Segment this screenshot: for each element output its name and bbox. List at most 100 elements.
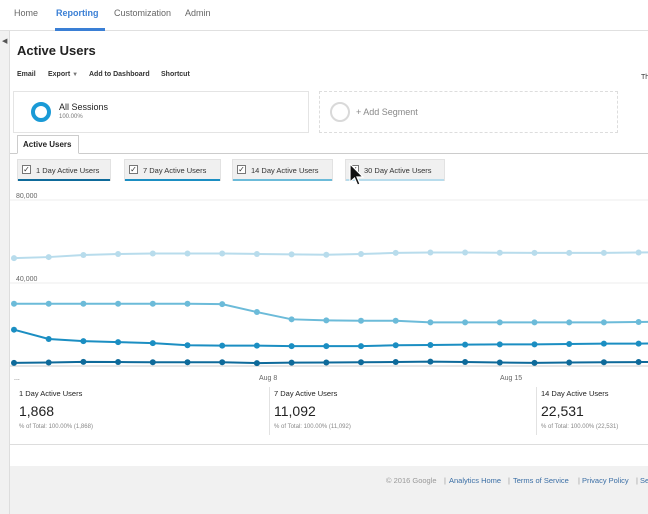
footer-link-analytics-home[interactable]: Analytics Home [449,476,502,485]
report-area: Active Users Email Export ▼ Add to Dashb… [10,31,648,514]
data-point[interactable] [45,300,52,307]
data-point[interactable] [219,359,226,366]
data-point[interactable] [392,342,399,349]
metric-toggle-7day[interactable]: ✓ 7 Day Active Users [124,159,221,181]
add-segment-box[interactable]: + Add Segment [319,91,618,133]
metric-toggle-1day[interactable]: ✓ 1 Day Active Users [17,159,111,181]
data-point[interactable] [253,342,260,349]
tab-customization[interactable]: Customization [114,8,172,18]
data-point[interactable] [288,316,295,323]
tab-admin[interactable]: Admin [185,8,211,18]
data-point[interactable] [253,360,260,367]
footer-link-privacy[interactable]: Privacy Policy [582,476,629,485]
data-point[interactable] [184,342,191,349]
data-point[interactable] [115,300,122,307]
data-point[interactable] [600,319,607,326]
tab-active-users[interactable]: Active Users [17,135,79,154]
footer-link-terms[interactable]: Terms of Service [513,476,569,485]
data-point[interactable] [288,359,295,366]
data-point[interactable] [184,359,191,366]
data-point[interactable] [288,251,295,258]
data-point[interactable] [323,317,330,324]
data-point[interactable] [323,251,330,258]
data-point[interactable] [566,359,573,366]
data-point[interactable] [115,359,122,366]
metric-toggle-14day[interactable]: ✓ 14 Day Active Users [232,159,333,181]
data-point[interactable] [219,301,226,308]
data-point[interactable] [115,339,122,346]
data-point[interactable] [219,250,226,257]
data-point[interactable] [566,249,573,256]
shortcut-button[interactable]: Shortcut [161,71,190,78]
footer-link-truncated[interactable]: Se [640,476,648,485]
data-point[interactable] [600,249,607,256]
data-point[interactable] [635,340,642,347]
data-point[interactable] [11,300,17,307]
data-point[interactable] [323,359,330,366]
add-to-dashboard-button[interactable]: Add to Dashboard [89,71,150,78]
tab-home[interactable]: Home [14,8,39,18]
data-point[interactable] [11,359,17,366]
data-point[interactable] [358,250,364,257]
series-line [14,302,648,324]
data-point[interactable] [392,317,399,324]
data-point[interactable] [462,359,469,366]
x-tick-label: Aug 8 [259,375,277,382]
data-point[interactable] [323,343,330,350]
data-point[interactable] [358,317,364,324]
data-point[interactable] [635,319,642,326]
data-point[interactable] [45,359,52,366]
data-point[interactable] [635,249,642,256]
data-point[interactable] [427,249,434,256]
data-point[interactable] [531,341,538,348]
data-point[interactable] [358,359,364,366]
data-point[interactable] [531,359,538,366]
data-point[interactable] [149,250,156,257]
data-point[interactable] [496,359,503,366]
data-point[interactable] [462,319,469,326]
data-point[interactable] [184,300,191,307]
line-chart[interactable]: 80,000 40,000... Aug 8 Aug 15 [10,191,648,383]
data-point[interactable] [288,343,295,350]
sidebar-toggle[interactable]: ◀ [0,31,10,514]
data-point[interactable] [566,319,573,326]
data-point[interactable] [496,341,503,348]
data-point[interactable] [80,251,87,258]
data-point[interactable] [80,358,87,365]
data-point[interactable] [11,326,17,333]
data-point[interactable] [45,336,52,343]
data-point[interactable] [358,343,364,350]
data-point[interactable] [184,250,191,257]
export-button[interactable]: Export ▼ [48,71,78,78]
data-point[interactable] [115,250,122,257]
data-point[interactable] [462,341,469,348]
data-point[interactable] [253,250,260,257]
data-point[interactable] [149,359,156,366]
data-point[interactable] [80,338,87,345]
data-point[interactable] [496,249,503,256]
data-point[interactable] [566,341,573,348]
data-point[interactable] [253,309,260,316]
email-button[interactable]: Email [17,71,36,78]
data-point[interactable] [531,319,538,326]
data-point[interactable] [11,255,17,262]
data-point[interactable] [45,254,52,261]
data-point[interactable] [392,359,399,366]
data-point[interactable] [427,319,434,326]
tab-reporting[interactable]: Reporting [56,8,99,18]
data-point[interactable] [427,358,434,365]
segment-all-sessions[interactable]: All Sessions 100.00% [13,91,309,133]
data-point[interactable] [427,342,434,349]
data-point[interactable] [635,359,642,366]
data-point[interactable] [219,342,226,349]
data-point[interactable] [600,340,607,347]
data-point[interactable] [392,249,399,256]
data-point[interactable] [531,249,538,256]
data-point[interactable] [80,300,87,307]
data-point[interactable] [496,319,503,326]
data-point[interactable] [149,340,156,347]
metric-color-bar [18,179,110,181]
data-point[interactable] [462,249,469,256]
data-point[interactable] [600,359,607,366]
data-point[interactable] [149,300,156,307]
